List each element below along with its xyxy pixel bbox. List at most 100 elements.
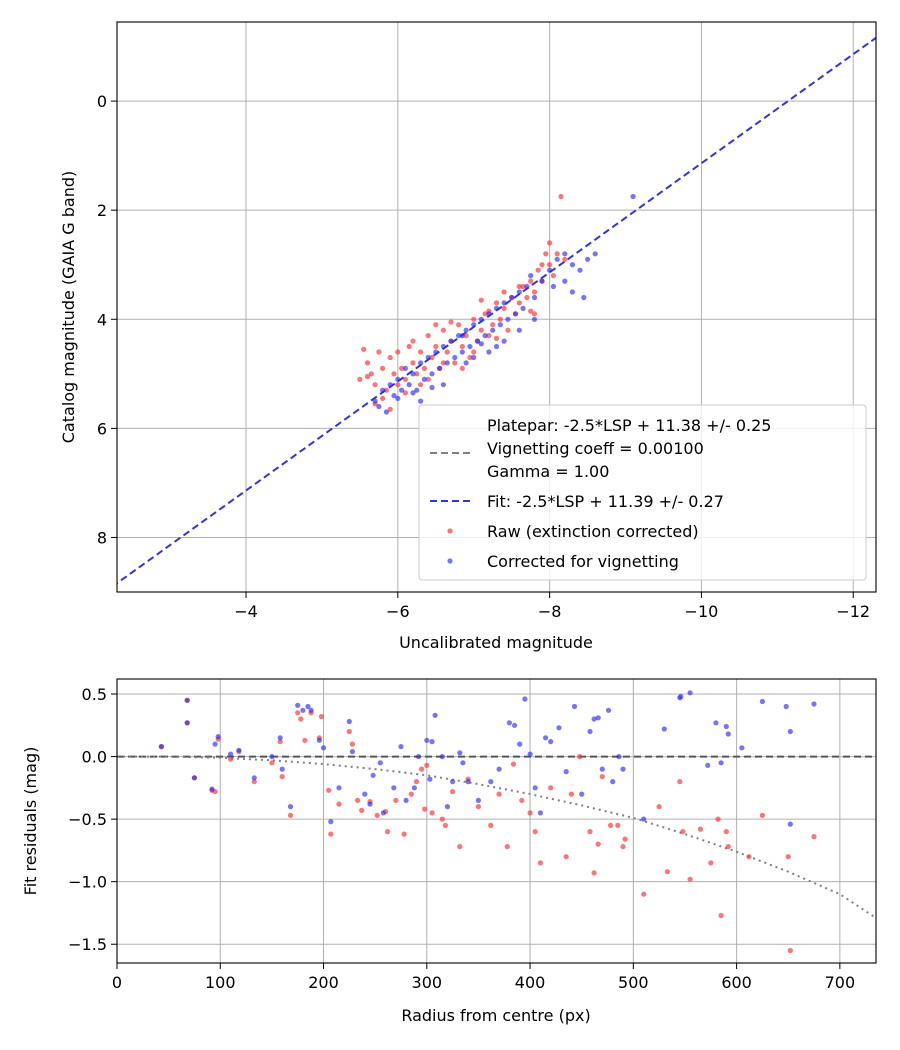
bottom-point-corrected	[300, 707, 306, 713]
bottom-point-corrected	[380, 810, 386, 816]
top-point-raw	[558, 193, 564, 200]
top-point-raw	[535, 267, 541, 273]
bottom-point-corrected	[661, 726, 667, 732]
top-point-raw	[444, 349, 450, 355]
bottom-point-raw	[298, 716, 304, 722]
bottom-point-corrected	[705, 762, 711, 768]
bottom-point-corrected	[362, 791, 368, 797]
bottom-point-raw	[537, 860, 544, 866]
top-point-corrected	[581, 294, 587, 301]
top-point-raw	[364, 360, 371, 366]
top-point-corrected	[516, 289, 522, 295]
top-point-corrected	[429, 371, 435, 377]
top-point-raw	[562, 256, 568, 262]
bottom-point-raw	[450, 789, 456, 795]
bottom-point-corrected	[228, 751, 234, 757]
top-point-corrected	[440, 382, 446, 388]
bottom-point-corrected	[212, 741, 218, 747]
top-xtick-label: −4	[234, 602, 258, 621]
top-point-raw	[501, 289, 507, 295]
bottom-point-corrected	[460, 760, 466, 766]
bottom-point-corrected	[336, 785, 342, 791]
top-point-corrected	[463, 360, 469, 366]
bottom-point-corrected	[346, 718, 352, 725]
bottom-point-corrected	[308, 707, 314, 713]
top-point-raw	[364, 373, 371, 380]
bottom-xtick-label: 0	[112, 973, 122, 992]
bottom-point-corrected	[787, 728, 793, 735]
bottom-point-corrected	[184, 720, 190, 726]
bottom-point-corrected	[725, 731, 731, 737]
top-point-corrected	[459, 349, 465, 355]
bottom-point-raw	[656, 804, 662, 810]
bottom-point-corrected	[457, 750, 463, 756]
top-xtick-label: −8	[538, 602, 562, 621]
bottom-point-raw	[715, 816, 721, 822]
top-point-corrected	[520, 305, 526, 311]
bottom-point-corrected	[616, 754, 622, 760]
bottom-point-corrected	[191, 775, 197, 781]
top-point-raw	[376, 349, 382, 355]
top-point-corrected	[524, 283, 530, 290]
top-point-raw	[425, 333, 431, 339]
top-xtick-label: −12	[836, 602, 870, 621]
bottom-point-corrected	[599, 766, 605, 772]
bottom-xtick-label: 500	[618, 973, 649, 992]
top-point-corrected	[569, 289, 576, 295]
top-point-raw	[478, 327, 484, 333]
bottom-point-raw	[295, 710, 301, 716]
top-point-corrected	[509, 294, 515, 301]
legend-label-gamma: Gamma = 1.00	[487, 462, 609, 481]
top-point-raw	[543, 251, 549, 257]
top-point-corrected	[395, 376, 401, 382]
bottom-point-corrected	[377, 760, 383, 766]
top-point-corrected	[387, 382, 393, 388]
bottom-point-raw	[787, 947, 793, 954]
top-point-corrected	[414, 387, 420, 393]
bottom-point-raw	[591, 870, 597, 876]
bottom-ticks: 0 100 200 300 400 500 600 700 0.5 0.0 −0.5 −1.0 −1.5	[68, 685, 855, 992]
bottom-point-raw	[439, 816, 445, 822]
legend-label-raw: Raw (extinction corrected)	[487, 522, 699, 541]
top-point-corrected	[425, 354, 431, 361]
bottom-point-raw	[563, 854, 569, 860]
top-ytick-label: 0	[97, 92, 107, 111]
top-point-raw	[524, 294, 530, 301]
top-ticks: −4 −6 −8 −10 −12 0 2 4 6 8	[97, 92, 870, 621]
bottom-point-raw	[385, 829, 391, 835]
top-xtick-label: −6	[386, 602, 410, 621]
top-point-raw	[402, 376, 408, 382]
legend-box	[418, 404, 867, 581]
bottom-point-corrected	[783, 703, 789, 710]
top-point-raw	[459, 343, 465, 350]
bottom-point-raw	[457, 844, 463, 850]
top-point-raw	[463, 333, 469, 339]
top-point-corrected	[471, 354, 477, 361]
top-point-raw	[482, 311, 488, 317]
top-point-raw	[528, 308, 534, 314]
top-point-raw	[402, 390, 408, 396]
bottom-point-raw	[277, 739, 283, 745]
top-point-corrected	[501, 300, 507, 306]
bottom-point-corrected	[571, 703, 578, 710]
bottom-point-corrected	[184, 697, 190, 703]
bottom-ytick-label: −0.5	[68, 810, 107, 829]
top-point-corrected	[399, 387, 405, 393]
bottom-point-raw	[359, 807, 365, 814]
top-point-corrected	[410, 390, 416, 396]
top-point-raw	[516, 300, 522, 306]
bottom-point-raw	[595, 841, 601, 847]
bottom-point-raw	[641, 891, 647, 897]
top-point-raw	[459, 365, 465, 371]
top-point-raw	[486, 333, 492, 339]
bottom-ytick-label: −1.5	[68, 935, 107, 954]
bottom-point-corrected	[522, 696, 528, 702]
bottom-point-corrected	[687, 690, 693, 696]
top-point-raw	[531, 289, 538, 295]
top-point-corrected	[585, 256, 591, 262]
legend-label-fit: Fit: -2.5*LSP + 11.39 +/- 0.27	[487, 492, 724, 511]
top-point-raw	[410, 338, 416, 344]
bottom-point-raw	[811, 834, 817, 840]
bottom-point-raw	[496, 791, 502, 797]
